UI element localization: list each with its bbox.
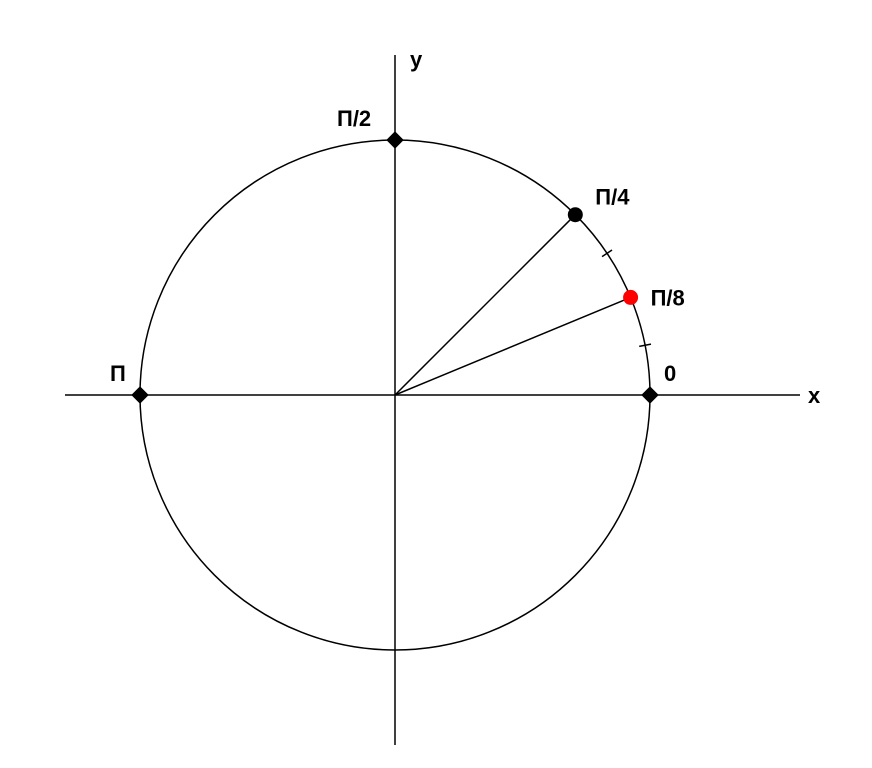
point-label: 0 xyxy=(664,361,676,386)
point-label: П/2 xyxy=(337,106,371,131)
circle-marker xyxy=(568,208,582,222)
point-label: П/8 xyxy=(651,285,685,310)
unit-circle-diagram: y x 0 П/8 П/4 П/2 П xyxy=(0,0,872,768)
x-axis-label: x xyxy=(808,383,821,408)
background xyxy=(0,0,872,768)
y-axis-label: y xyxy=(410,47,423,72)
diagram-svg: y x 0 П/8 П/4 П/2 П xyxy=(0,0,872,768)
point-label: П/4 xyxy=(595,185,630,210)
point-label: П xyxy=(110,361,126,386)
circle-marker xyxy=(624,290,638,304)
